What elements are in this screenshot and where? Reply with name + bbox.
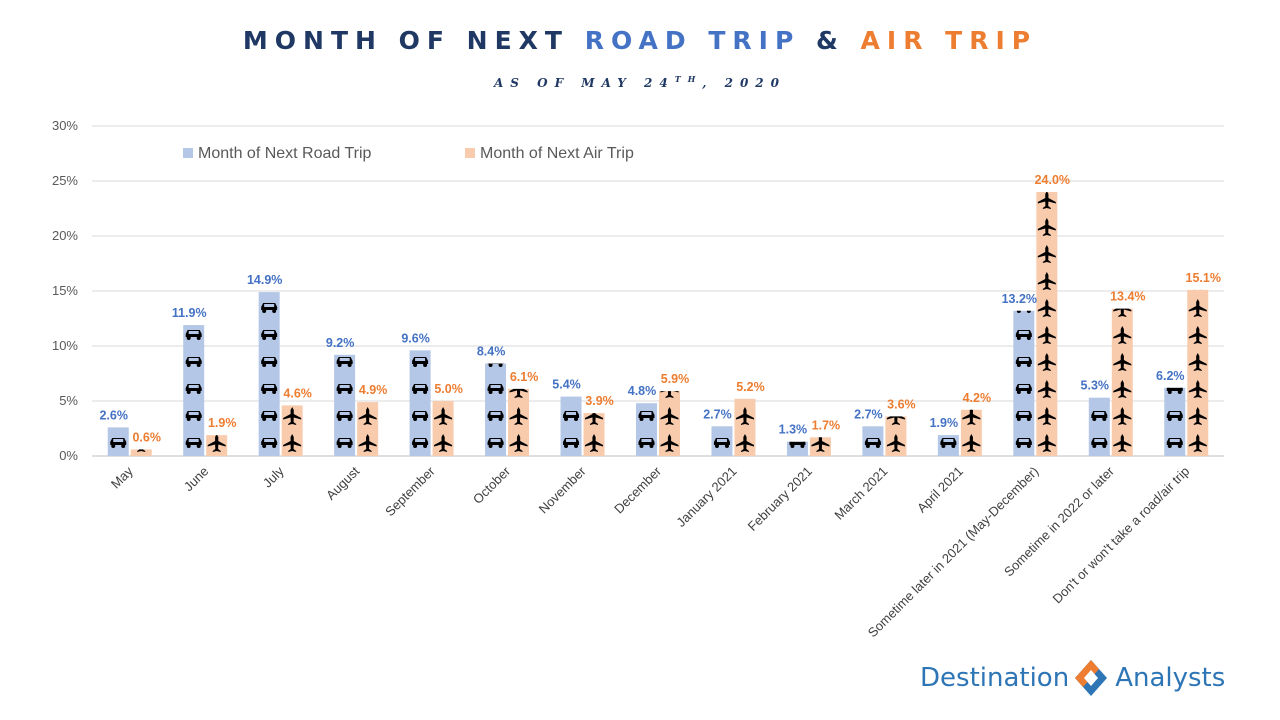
- air-value-label: 4.9%: [359, 383, 388, 397]
- legend: Month of Next Road Trip Month of Next Air…: [183, 145, 634, 162]
- air-trip-bar: [734, 398, 756, 456]
- y-tick-label: 10%: [52, 338, 78, 353]
- car-icon-stack: [1091, 411, 1108, 448]
- y-tick-label: 5%: [59, 393, 78, 408]
- road-value-label: 8.4%: [477, 345, 506, 359]
- air-value-label: 5.9%: [661, 372, 690, 386]
- air-trip-bar: [432, 401, 454, 456]
- y-tick-label: 25%: [52, 173, 78, 188]
- x-tick-label: Don't or won't take a road/air trip: [1050, 464, 1193, 607]
- legend-air-swatch: [465, 148, 475, 158]
- air-value-label: 3.9%: [585, 394, 614, 408]
- road-value-label: 5.4%: [552, 378, 581, 392]
- air-value-label: 13.4%: [1110, 290, 1145, 304]
- air-value-label: 1.9%: [208, 416, 237, 430]
- chart-title: MONTH OF NEXT ROAD TRIP & AIR TRIP: [0, 26, 1280, 55]
- x-tick-label: Sometime later in 2021 (May-December): [865, 464, 1042, 641]
- air-trip-bar: [357, 402, 379, 456]
- y-tick-label: 20%: [52, 228, 78, 243]
- road-value-label: 9.2%: [326, 336, 355, 350]
- x-tick-label: February 2021: [745, 464, 815, 534]
- road-value-label: 11.9%: [172, 306, 207, 320]
- legend-air-label: Month of Next Air Trip: [480, 145, 634, 162]
- air-value-label: 4.2%: [963, 391, 992, 405]
- road-trip-bar: [560, 396, 582, 456]
- title-road: ROAD TRIP: [584, 26, 801, 55]
- air-value-label: 15.1%: [1186, 271, 1221, 285]
- air-value-label: 24.0%: [1035, 173, 1070, 187]
- air-value-label: 4.6%: [283, 386, 312, 400]
- road-value-label: 9.6%: [401, 331, 430, 345]
- air-value-label: 1.7%: [812, 418, 841, 432]
- x-tick-label: June: [181, 464, 212, 495]
- x-tick-label: September: [382, 463, 438, 519]
- road-value-label: 14.9%: [247, 273, 282, 287]
- road-value-label: 2.6%: [99, 408, 128, 422]
- air-value-label: 6.1%: [510, 370, 539, 384]
- x-tick-label: May: [108, 463, 136, 491]
- road-value-label: 13.2%: [1002, 292, 1037, 306]
- y-tick-label: 30%: [52, 118, 78, 133]
- title-amp: &: [816, 26, 845, 55]
- x-axis-ticks: May June July August September October Novembe…: [108, 463, 1193, 640]
- destination-analysts-logo: Destination Analysts: [920, 656, 1225, 700]
- road-trip-bar: [334, 354, 356, 456]
- x-tick-label: April 2021: [914, 464, 966, 516]
- air-trip-bar: [1187, 289, 1209, 456]
- x-tick-label: November: [536, 463, 589, 516]
- road-value-label: 5.3%: [1081, 379, 1110, 393]
- legend-road-label: Month of Next Road Trip: [198, 145, 372, 162]
- title-air: AIR TRIP: [860, 26, 1038, 55]
- gridlines: [92, 125, 1224, 457]
- data-labels: 2.6% 0.6% 11.9% 1.9% 14.9% 4.6% 9.2% 4.9% 9.6% 5.…: [99, 173, 1221, 444]
- road-value-label: 1.9%: [930, 416, 959, 430]
- car-icon-stack: [563, 411, 580, 448]
- road-trip-bar: [409, 350, 431, 456]
- road-value-label: 1.3%: [779, 423, 808, 437]
- road-value-label: 2.7%: [854, 407, 883, 421]
- subtitle-sup: TH: [674, 74, 703, 84]
- air-value-label: 3.6%: [887, 397, 916, 411]
- road-trip-bar: [1164, 387, 1186, 456]
- air-value-label: 5.2%: [736, 380, 765, 394]
- road-trip-bar: [1088, 397, 1110, 456]
- air-value-label: 0.6%: [132, 430, 161, 444]
- x-tick-label: December: [611, 463, 664, 516]
- subtitle-after: , 2020: [702, 76, 787, 90]
- road-trip-bar: [258, 292, 280, 456]
- logo-left-text: Destination: [920, 663, 1070, 693]
- logo-diamond-icon: [1073, 658, 1109, 698]
- air-value-label: 5.0%: [434, 382, 463, 396]
- x-tick-label: July: [260, 463, 287, 490]
- subtitle-before: AS OF MAY 24: [493, 76, 675, 90]
- x-tick-label: March 2021: [831, 464, 890, 523]
- road-value-label: 6.2%: [1156, 369, 1185, 383]
- air-trip-bar: [130, 449, 152, 456]
- x-tick-label: October: [470, 463, 514, 507]
- y-tick-label: 15%: [52, 283, 78, 298]
- x-tick-label: January 2021: [673, 464, 739, 530]
- chart-subtitle: AS OF MAY 24TH, 2020: [0, 74, 1280, 90]
- road-value-label: 4.8%: [628, 384, 657, 398]
- y-tick-label: 0%: [59, 448, 78, 463]
- legend-road-swatch: [183, 148, 193, 158]
- logo-right-text: Analysts: [1115, 663, 1226, 693]
- title-prefix: MONTH OF NEXT: [242, 26, 569, 55]
- x-tick-label: August: [323, 463, 362, 502]
- y-axis-ticks: 0% 5% 10% 15% 20% 25% 30%: [52, 118, 78, 463]
- road-value-label: 2.7%: [703, 407, 732, 421]
